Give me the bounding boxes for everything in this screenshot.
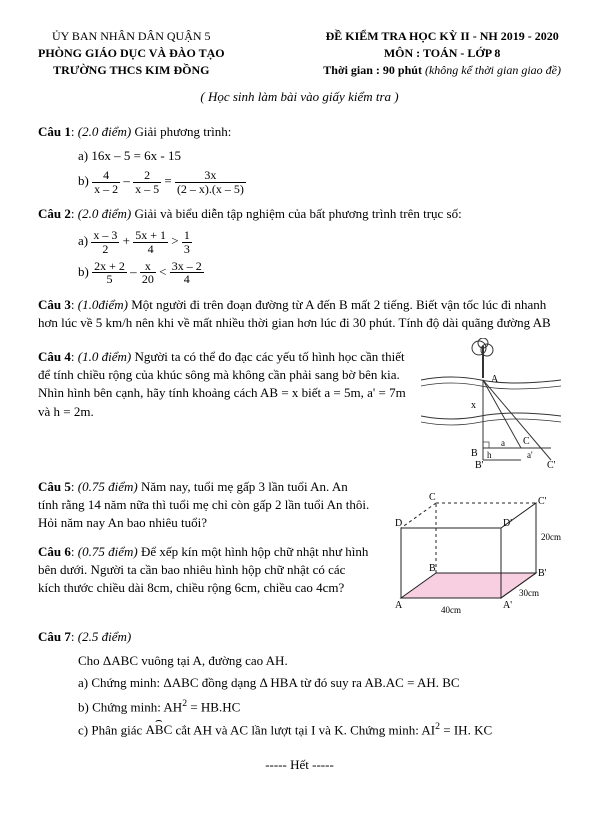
- svg-text:B: B: [429, 563, 436, 574]
- fig-a-label: A: [491, 374, 499, 385]
- svg-text:B: B: [471, 448, 478, 459]
- q3-label: Câu 3: [38, 297, 71, 312]
- svg-text:C': C': [547, 460, 556, 468]
- time-label: Thời gian : 90 phút: [323, 63, 425, 77]
- q1-b: b) 4x – 2 – 2x – 5 = 3x(2 – x).(x – 5): [78, 169, 561, 195]
- q7-label: Câu 7: [38, 629, 71, 644]
- org-line-2: PHÒNG GIÁO DỤC VÀ ĐÀO TẠO: [38, 46, 225, 60]
- svg-text:B': B': [475, 460, 484, 468]
- q7-b: b) Chứng minh: AH2 = HB.HC: [78, 697, 561, 717]
- time-note: (không kể thời gian giao đề): [425, 63, 561, 77]
- question-4: Câu 4: (1.0 điểm) Người ta có thể đo đạc…: [38, 348, 411, 421]
- question-1: Câu 1: (2.0 điểm) Giải phương trình:: [38, 123, 561, 141]
- svg-text:C: C: [429, 492, 436, 503]
- q7-a: a) Chứng minh: ΔABC đồng dạng Δ HBA từ đ…: [78, 674, 561, 692]
- q1-text: Giải phương trình:: [134, 124, 231, 139]
- svg-text:A: A: [395, 600, 403, 611]
- q7-c: c) Phân giác ABC cắt AH và AC lần lượt t…: [78, 720, 561, 740]
- q2-text: Giải và biểu diễn tập nghiệm của bất phư…: [134, 206, 461, 221]
- q1-frac-1: 4x – 2: [92, 169, 120, 195]
- river-figure: A x B B' h C a C' a': [421, 338, 561, 468]
- q6-label: Câu 6: [38, 544, 71, 559]
- q2-label: Câu 2: [38, 206, 71, 221]
- instruction-note: ( Học sinh làm bài vào giấy kiểm tra ): [38, 88, 561, 106]
- svg-text:x: x: [471, 400, 476, 411]
- svg-text:C: C: [523, 436, 530, 447]
- svg-text:D: D: [395, 518, 402, 529]
- q2-b: b) 2x + 25 – x20 < 3x – 24: [78, 260, 561, 286]
- org-line-3: TRƯỜNG THCS KIM ĐỒNG: [53, 63, 209, 77]
- question-3: Câu 3: (1.0điểm) Một người đi trên đoạn …: [38, 296, 561, 332]
- q1-frac-2: 2x – 5: [133, 169, 161, 195]
- org-line-1: ỦY BAN NHÂN DÂN QUẬN 5: [38, 28, 225, 45]
- svg-text:30cm: 30cm: [519, 588, 539, 598]
- svg-text:20cm: 20cm: [541, 532, 561, 542]
- exam-header: ỦY BAN NHÂN DÂN QUẬN 5 PHÒNG GIÁO DỤC VÀ…: [38, 28, 561, 78]
- question-7: Câu 7: (2.5 điểm): [38, 628, 561, 646]
- q7-intro: Cho ΔABC vuông tại A, đường cao AH.: [78, 652, 561, 670]
- q1-frac-3: 3x(2 – x).(x – 5): [175, 169, 246, 195]
- svg-text:B': B': [538, 568, 547, 579]
- q5-label: Câu 5: [38, 479, 71, 494]
- q1-label: Câu 1: [38, 124, 71, 139]
- q7-points: (2.5 điểm): [78, 629, 131, 644]
- arc-abc: ABC: [146, 721, 173, 739]
- header-left: ỦY BAN NHÂN DÂN QUẬN 5 PHÒNG GIÁO DỤC VÀ…: [38, 28, 225, 78]
- svg-text:a': a': [527, 450, 533, 460]
- title-line-1: ĐỀ KIỂM TRA HỌC KỲ II - NH 2019 - 2020: [326, 29, 559, 43]
- q6-points: (0.75 điểm): [78, 544, 138, 559]
- box-figure: D D' C C' A A' B' B 40cm 30cm 20cm: [381, 468, 561, 618]
- q4-points: (1.0 điểm): [78, 349, 131, 364]
- svg-text:h: h: [487, 450, 492, 460]
- svg-text:A': A': [503, 600, 512, 611]
- q1-b-prefix: b): [78, 173, 92, 188]
- q5-points: (0.75 điểm): [78, 479, 138, 494]
- q1-points: (2.0 điểm): [78, 124, 131, 139]
- q5-q6-row: Câu 5: (0.75 điểm) Năm nay, tuổi mẹ gấp …: [38, 468, 561, 618]
- title-line-2: MÔN : TOÁN - LỚP 8: [384, 46, 501, 60]
- svg-text:40cm: 40cm: [441, 605, 461, 615]
- title-line-3: Thời gian : 90 phút (không kể thời gian …: [323, 62, 561, 79]
- q3-points: (1.0điểm): [78, 297, 128, 312]
- question-2: Câu 2: (2.0 điểm) Giải và biểu diễn tập …: [38, 205, 561, 223]
- q2-a: a) x – 32 + 5x + 14 > 13: [78, 229, 561, 255]
- question-5: Câu 5: (0.75 điểm) Năm nay, tuổi mẹ gấp …: [38, 478, 371, 533]
- end-marker: ----- Hết -----: [38, 756, 561, 774]
- header-right: ĐỀ KIỂM TRA HỌC KỲ II - NH 2019 - 2020 M…: [323, 28, 561, 78]
- question-4-row: Câu 4: (1.0 điểm) Người ta có thể đo đạc…: [38, 338, 561, 468]
- svg-text:C': C': [538, 496, 547, 507]
- q2-points: (2.0 điểm): [78, 206, 131, 221]
- svg-text:a: a: [501, 438, 505, 448]
- svg-text:D': D': [503, 518, 512, 529]
- q4-label: Câu 4: [38, 349, 71, 364]
- q1-a: a) 16x – 5 = 6x - 15: [78, 147, 561, 165]
- question-6: Câu 6: (0.75 điểm) Để xếp kín một hình h…: [38, 543, 371, 598]
